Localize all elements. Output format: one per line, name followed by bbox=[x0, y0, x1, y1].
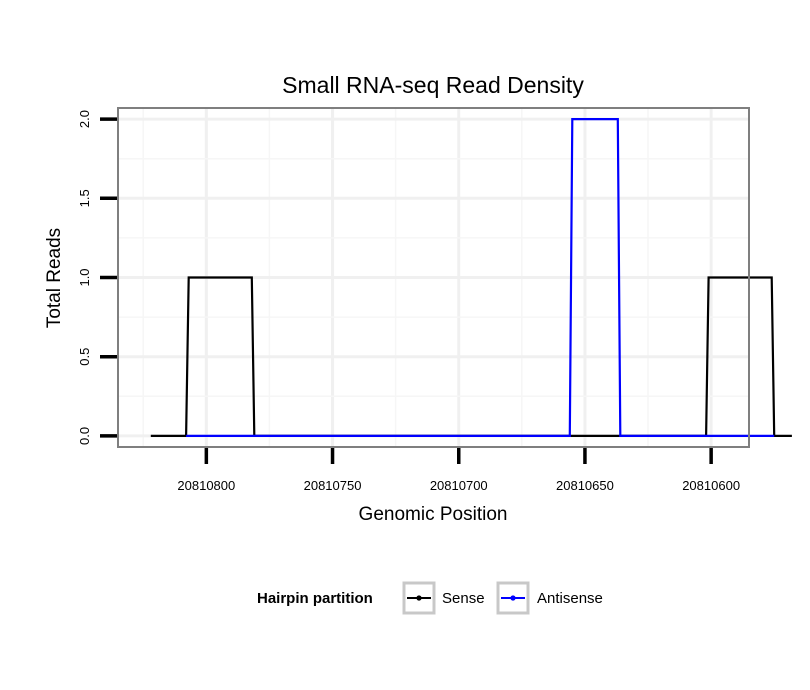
x-tick-label: 20810750 bbox=[304, 478, 362, 493]
grid bbox=[118, 108, 749, 447]
legend-label-antisense: Antisense bbox=[537, 590, 603, 607]
y-tick-label: 1.5 bbox=[77, 189, 92, 207]
legend-label-sense: Sense bbox=[442, 590, 485, 607]
y-axis-title: Total Reads bbox=[44, 228, 65, 328]
y-tick-label: 0.5 bbox=[77, 348, 92, 366]
chart-title: Small RNA-seq Read Density bbox=[282, 72, 584, 98]
x-tick-label: 20810800 bbox=[177, 478, 235, 493]
series-line-sense bbox=[150, 276, 792, 437]
x-tick-label: 20810650 bbox=[556, 478, 614, 493]
legend-key-sense-point bbox=[416, 595, 422, 601]
x-axis-title: Genomic Position bbox=[359, 504, 508, 525]
y-tick-label: 0.0 bbox=[77, 427, 92, 445]
plot-panel-border bbox=[117, 107, 750, 448]
x-tick-label: 20810700 bbox=[430, 478, 488, 493]
y-tick-label: 2.0 bbox=[77, 110, 92, 128]
axes: 20810800 20810750 20810700 20810650 20810600… bbox=[77, 110, 740, 493]
legend-title: Hairpin partition bbox=[257, 590, 373, 607]
series-line-antisense bbox=[186, 117, 775, 437]
legend-key-antisense-point bbox=[510, 595, 516, 601]
y-tick-label: 1.0 bbox=[77, 268, 92, 286]
legend: Hairpin partition Sense Antisense bbox=[257, 581, 603, 615]
x-tick-label: 20810600 bbox=[682, 478, 740, 493]
series-lines bbox=[150, 117, 792, 437]
